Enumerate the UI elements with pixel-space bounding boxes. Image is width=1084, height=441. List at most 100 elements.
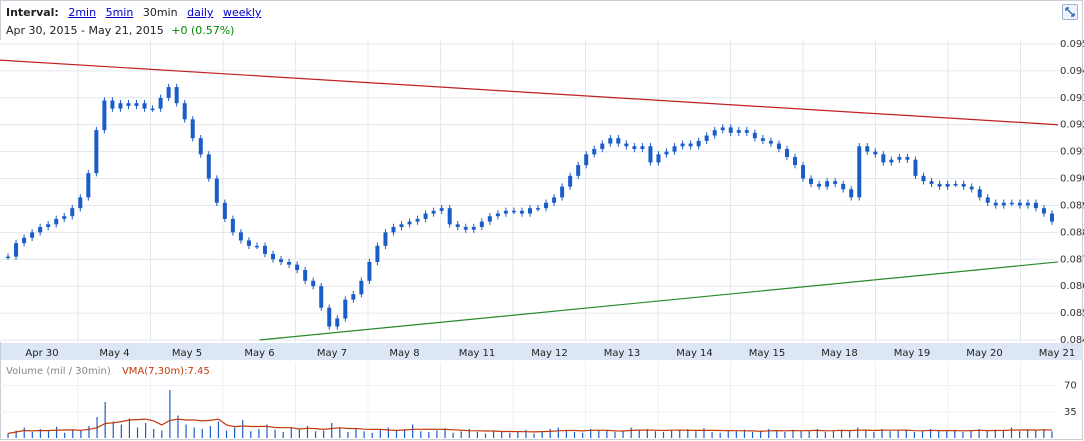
y-tick-label: 0.088: [1060, 227, 1084, 238]
interval-daily-link[interactable]: daily: [187, 6, 214, 19]
range-change: +0 (0.57%): [171, 24, 235, 37]
candle-body: [929, 181, 934, 184]
x-tick-label: May 12: [531, 348, 568, 359]
volume-grid: [0, 362, 1058, 440]
volume-label-row: Volume (mil / 30min) VMA(7,30m):7.45: [6, 366, 210, 378]
interval-weekly-link[interactable]: weekly: [222, 6, 262, 19]
candle-body: [407, 221, 412, 225]
candle-body: [327, 307, 332, 327]
candle-body: [214, 178, 219, 203]
y-tick-label: 0.086: [1060, 281, 1084, 292]
interval-30min-selected: 30min: [142, 6, 178, 19]
candle-body: [712, 130, 717, 136]
expand-arrows-icon[interactable]: [1062, 4, 1078, 20]
candle-body: [174, 87, 179, 104]
candle-body: [150, 108, 155, 111]
candle-body: [311, 280, 316, 287]
interval-2min-link[interactable]: 2min: [68, 6, 97, 19]
y-tick-label: 0.085: [1060, 308, 1084, 319]
candle-body: [6, 256, 11, 259]
y-tick-label: 0.084: [1060, 335, 1084, 346]
y-tick-label: 0.091: [1060, 147, 1084, 158]
candle-body: [600, 143, 605, 149]
candle-body: [30, 232, 35, 238]
candle-body: [94, 130, 99, 174]
candle-body: [238, 232, 243, 241]
x-tick-label: May 5: [172, 348, 202, 359]
candle-body: [287, 261, 292, 265]
candle-body: [953, 183, 958, 186]
y-tick-label: 0.089: [1060, 200, 1084, 211]
range-start: Apr 30, 2015: [6, 24, 78, 37]
candle-body: [1041, 208, 1046, 214]
candle-body: [271, 253, 276, 260]
candle-body: [423, 213, 428, 219]
candle-body: [455, 224, 460, 227]
candle-body: [768, 140, 773, 144]
candle-body: [801, 165, 806, 179]
x-tick-label: May 15: [749, 348, 786, 359]
candle-body: [776, 143, 781, 149]
x-tick-label: Apr 30: [25, 348, 58, 359]
candle-body: [752, 132, 757, 139]
candle-body: [809, 178, 814, 184]
candle-body: [230, 218, 235, 233]
candle-body: [503, 210, 508, 214]
candle-body: [993, 202, 998, 206]
candle-body: [110, 100, 115, 109]
x-axis-labels: Apr 30 May 4 May 5 May 6 May 7 May 8 May 11 May…: [25, 348, 1075, 359]
x-tick-label: May 18: [821, 348, 858, 359]
candle-body: [86, 173, 91, 198]
x-tick-label: May 13: [604, 348, 641, 359]
candle-body: [937, 183, 942, 187]
interval-5min-link[interactable]: 5min: [105, 6, 134, 19]
candle-body: [736, 130, 741, 133]
candle-body: [1049, 213, 1054, 222]
candle-body: [447, 208, 452, 225]
candle-body: [584, 154, 589, 166]
candle-body: [977, 189, 982, 198]
range-end: May 21, 2015: [88, 24, 164, 37]
candle-body: [544, 202, 549, 209]
vol-tick-label: 70: [1064, 381, 1077, 392]
candle-body: [672, 146, 677, 152]
candle-body: [206, 154, 211, 179]
candle-body: [833, 181, 838, 184]
candle-body: [182, 103, 187, 120]
candle-body: [576, 165, 581, 176]
candle-body: [495, 213, 500, 217]
vma-line: [7, 418, 1053, 435]
y-tick-label: 0.094: [1060, 66, 1084, 77]
candle-body: [487, 216, 492, 222]
trend-lines: [0, 59, 1059, 341]
price-candles: [6, 83, 1054, 330]
candle-body: [479, 221, 484, 227]
candle-body: [1009, 202, 1014, 205]
candle-body: [383, 232, 388, 246]
price-y-axis: 0.084 0.085 0.086 0.087 0.088 0.089 0.090 0.091…: [1060, 39, 1084, 346]
candle-body: [560, 186, 565, 198]
x-tick-label: May 8: [389, 348, 419, 359]
candle-body: [632, 146, 637, 149]
y-tick-label: 0.092: [1060, 120, 1084, 131]
candle-body: [873, 151, 878, 155]
candle-body: [351, 294, 356, 300]
candle-body: [511, 210, 516, 213]
candle-body: [14, 243, 19, 257]
x-tick-label: May 20: [966, 348, 1003, 359]
candle-body: [656, 154, 661, 163]
candle-body: [568, 175, 573, 187]
candle-body: [335, 318, 340, 327]
x-tick-label: May 11: [459, 348, 496, 359]
candle-body: [78, 197, 83, 209]
y-tick-label: 0.093: [1060, 93, 1084, 104]
candle-body: [784, 148, 789, 158]
candle-body: [1001, 202, 1006, 206]
candle-body: [1025, 202, 1030, 206]
candle-body: [198, 138, 203, 155]
candle-body: [592, 148, 597, 155]
candle-body: [624, 143, 629, 147]
candle-body: [142, 103, 147, 109]
candle-body: [857, 146, 862, 198]
vma-polyline: [7, 418, 1053, 435]
